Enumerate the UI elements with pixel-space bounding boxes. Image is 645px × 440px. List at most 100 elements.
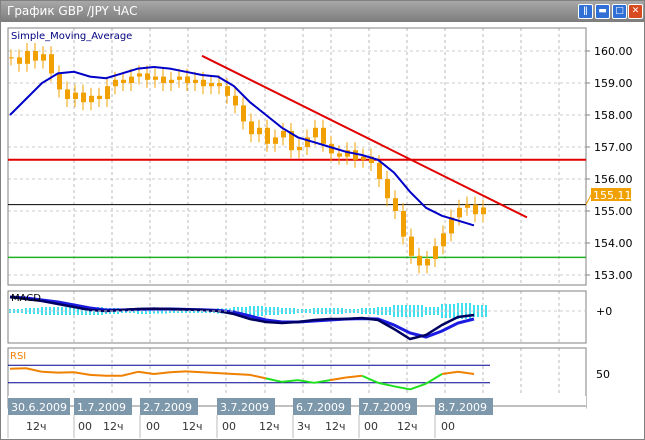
rsi-line-segment (297, 379, 315, 384)
rsi-tick-50: 50 (596, 368, 610, 381)
rsi-line-segment (409, 382, 427, 391)
tile-icon[interactable]: ǁ (578, 4, 593, 19)
candle (33, 51, 38, 61)
trendline (201, 54, 528, 219)
title-bar[interactable]: График GBP /JPY ЧАС ǁ ▬ □ ✕ (1, 1, 644, 22)
candle (89, 95, 94, 103)
candle (17, 57, 22, 64)
candle (289, 131, 294, 151)
candle (113, 79, 118, 87)
candle (433, 246, 438, 259)
macd-panel (7, 290, 587, 344)
rsi-line-segment (377, 381, 395, 388)
maximize-icon[interactable]: □ (612, 4, 627, 19)
candle (417, 255, 422, 266)
hour-label: 00 (364, 420, 378, 433)
date-label-box (217, 398, 275, 415)
hour-label: 12ч (26, 420, 47, 433)
candle (49, 54, 54, 74)
date-label: 6.7.2009 (296, 401, 345, 414)
candle (57, 73, 62, 90)
date-label-box (8, 398, 70, 415)
rsi-line-segment (73, 371, 91, 376)
current-price-label: 155.11 (593, 189, 632, 202)
rsi-line-segment (233, 373, 251, 376)
rsi-line-segment (121, 370, 139, 377)
candle (169, 79, 174, 83)
date-label-box (435, 398, 493, 415)
price-tick-label: 157.00 (594, 141, 633, 154)
hour-label: 12ч (182, 420, 203, 433)
rsi-line-segment (441, 370, 459, 375)
candle (233, 95, 238, 106)
candle (193, 79, 198, 83)
candle (65, 89, 70, 99)
candle (369, 156, 374, 163)
price-tick-label: 155.00 (594, 205, 633, 218)
candle (9, 57, 14, 59)
candle (321, 127, 326, 144)
candle (105, 86, 110, 99)
macd-zero-label: +0 (596, 305, 612, 318)
candle (441, 233, 446, 247)
price-tick-label: 156.00 (594, 173, 633, 186)
price-tick-label: 154.00 (594, 237, 633, 250)
price-tick-label: 160.00 (594, 45, 633, 58)
candle (121, 79, 126, 83)
candle (449, 217, 454, 234)
date-label: 2.7.2009 (143, 401, 192, 414)
current-price-tag (591, 188, 631, 201)
minimize-icon[interactable]: ▬ (595, 4, 610, 19)
candle (265, 127, 270, 144)
candle (313, 127, 318, 138)
date-label-box (140, 398, 198, 415)
candle (425, 259, 430, 266)
macd-main-line (9, 295, 475, 341)
candle (401, 211, 406, 237)
candle (297, 147, 302, 151)
date-label-box (359, 398, 417, 415)
candle (241, 105, 246, 122)
hour-label: 00 (78, 420, 92, 433)
price-tick-label: 159.00 (594, 77, 633, 90)
rsi-line-segment (25, 367, 43, 373)
candle (345, 150, 350, 157)
window-title: График GBP /JPY ЧАС (7, 4, 138, 18)
candle (97, 95, 102, 99)
rsi-line-segment (89, 373, 107, 377)
rsi-line-segment (457, 370, 475, 375)
rsi-line-segment (329, 376, 347, 382)
hour-label: 12ч (259, 420, 280, 433)
candle (353, 150, 358, 160)
candle (337, 153, 342, 157)
candle (81, 92, 86, 103)
rsi-line-segment (169, 370, 187, 374)
date-label-box (293, 398, 351, 415)
candle (177, 76, 182, 80)
candle (185, 76, 190, 83)
rsi-line-segment (313, 379, 331, 384)
date-label-box (74, 398, 132, 415)
candle (209, 83, 214, 87)
candle (225, 86, 230, 96)
hour-label: 00 (146, 420, 160, 433)
candle (457, 207, 462, 218)
price-tick-label: 158.00 (594, 109, 633, 122)
rsi-line-segment (185, 370, 203, 374)
candle (409, 236, 414, 256)
candle (201, 79, 206, 87)
indicator-label: Simple_Moving_Average (11, 31, 132, 42)
close-icon[interactable]: ✕ (628, 4, 643, 19)
candle (281, 131, 286, 138)
rsi-line-segment (265, 377, 283, 383)
price-tick-label: 153.00 (594, 269, 633, 282)
candle (361, 156, 366, 160)
candle (257, 127, 262, 135)
candle (249, 121, 254, 135)
rsi-line-segment (393, 385, 411, 391)
candle (25, 51, 30, 64)
rsi-line-segment (137, 370, 155, 375)
candle (481, 207, 486, 215)
